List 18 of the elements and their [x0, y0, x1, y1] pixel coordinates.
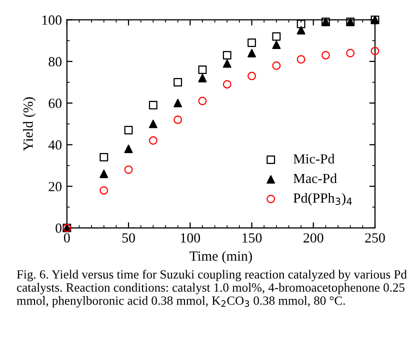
x-tick-label: 150: [242, 233, 262, 243]
legend-label: Pd(PPh$_{3}$)$_{4}$: [293, 192, 352, 206]
x-axis-title: Time (min): [190, 250, 252, 264]
y-tick-label: 20: [48, 182, 62, 192]
x-tick-label: 250: [365, 233, 385, 243]
x-tick-label: 100: [180, 233, 200, 243]
x-tick-label: 50: [122, 233, 135, 243]
y-tick-label: 80: [48, 57, 62, 66]
x-tick-label: 200: [304, 233, 324, 243]
y-tick-label: 60: [48, 98, 62, 108]
y-tick-label: 0: [56, 224, 62, 233]
y-axis-title: Yield (%): [23, 97, 36, 151]
caption: Fig. 6. Yield versus time for Suzuki coupling reaction catalyzed by various Pd catalysts. Reaction conditions: catalyst 1.0 mol%, 4-bromoacetophenone 0.25 mmol, phenylboronic acid 0.38 mmol, K$_{2}$CO$_{3}$ 0.38 mmol, 80 °C.: [16, 270, 407, 308]
y-tick-label: 40: [48, 140, 62, 150]
legend-label: Mac-Pd: [293, 173, 337, 184]
legend-label: Mic-Pd: [293, 154, 335, 164]
x-tick-label: 0: [64, 233, 70, 243]
y-tick-label: 100: [42, 15, 62, 25]
